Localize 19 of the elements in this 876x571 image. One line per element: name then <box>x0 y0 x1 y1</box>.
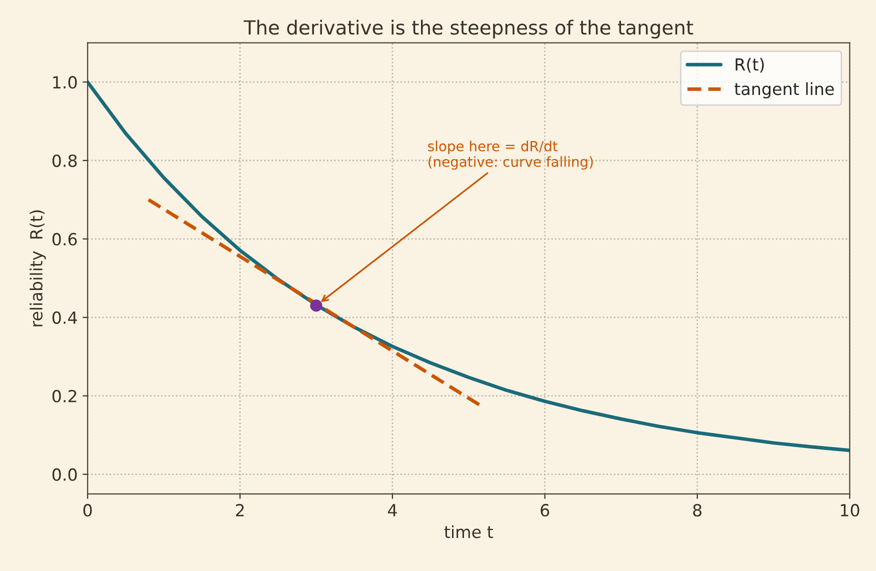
x-tick-label: 8 <box>693 504 702 517</box>
y-tick-label: 0.4 <box>52 311 77 324</box>
legend-label: R(t) <box>736 58 764 73</box>
y-axis-title: reliability R(t) <box>30 210 46 326</box>
x-tick-label: 6 <box>540 504 550 517</box>
chart-title: The derivative is the steepness of the tangent <box>244 20 694 39</box>
x-axis-title: time t <box>444 525 494 538</box>
y-tick-label: 0.0 <box>52 468 77 481</box>
legend-label: tangent line <box>734 82 834 98</box>
x-tick-label: 0 <box>83 504 92 517</box>
line-series <box>88 80 850 452</box>
x-tick-label: 2 <box>236 504 244 516</box>
y-tick-label: 1.0 <box>53 76 77 89</box>
y-tick-label: 0.2 <box>52 390 76 402</box>
annotation: slope here = dR/dt (negative: curve falling) <box>428 140 593 170</box>
y-tick-label: 0.6 <box>52 232 77 246</box>
y-tick-label: 0.8 <box>52 154 77 168</box>
x-tick-label: 4 <box>388 504 397 516</box>
x-tick-label: 10 <box>840 504 860 517</box>
